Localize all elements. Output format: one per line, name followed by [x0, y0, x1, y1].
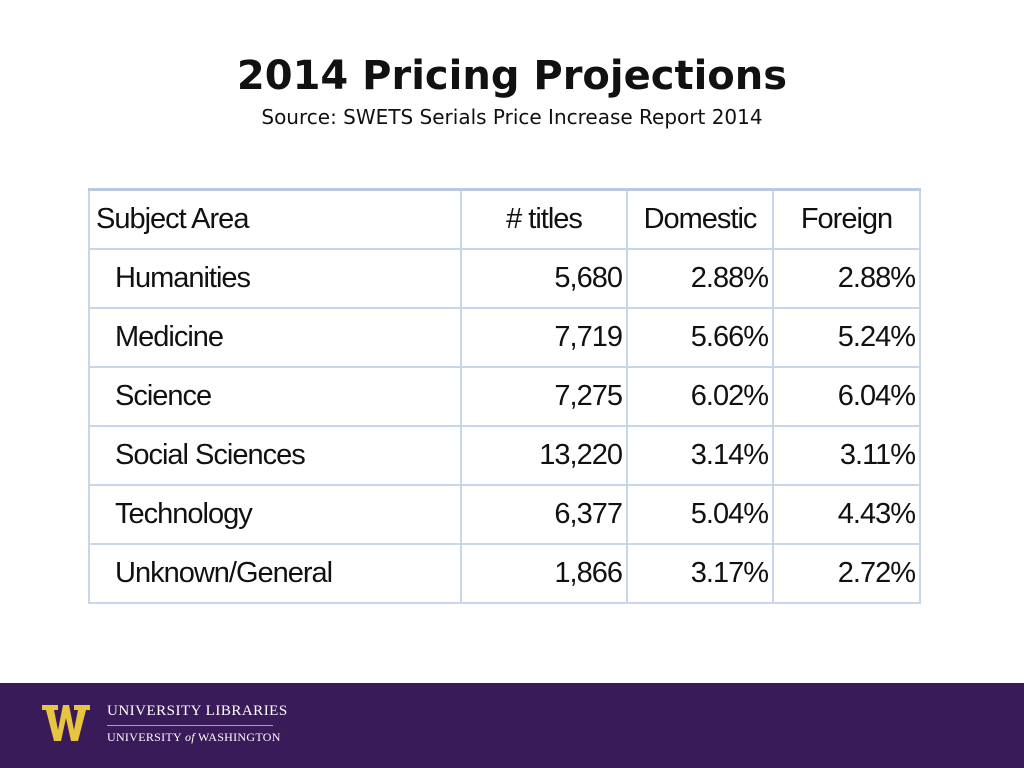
cell-foreign: 2.72% [772, 543, 921, 604]
cell-titles: 13,220 [460, 425, 628, 486]
table-row: Technology 6,377 5.04% 4.43% [88, 484, 921, 545]
cell-domestic: 2.88% [626, 248, 774, 309]
header-foreign: Foreign [772, 188, 921, 250]
pricing-table: Subject Area # titles Domestic Foreign H… [88, 188, 921, 604]
cell-foreign: 4.43% [772, 484, 921, 545]
header-domestic: Domestic [626, 188, 774, 250]
header-titles: # titles [460, 188, 628, 250]
slide-subtitle: Source: SWETS Serials Price Increase Rep… [261, 105, 763, 129]
cell-subject: Humanities [88, 248, 462, 309]
cell-domestic: 5.04% [626, 484, 774, 545]
table-row: Social Sciences 13,220 3.14% 3.11% [88, 425, 921, 486]
cell-titles: 7,719 [460, 307, 628, 368]
cell-domestic: 6.02% [626, 366, 774, 427]
table-row: Medicine 7,719 5.66% 5.24% [88, 307, 921, 368]
uw-text-university: UNIVERSITY [107, 730, 182, 744]
footer-bar: UNIVERSITY LIBRARIES UNIVERSITY of WASHING… [0, 683, 1024, 768]
cell-subject: Social Sciences [88, 425, 462, 486]
cell-titles: 5,680 [460, 248, 628, 309]
uw-w-logo-icon [42, 705, 90, 741]
footer-divider [107, 725, 273, 726]
cell-foreign: 2.88% [772, 248, 921, 309]
cell-titles: 7,275 [460, 366, 628, 427]
table-header-row: Subject Area # titles Domestic Foreign [88, 188, 921, 250]
university-of-washington-label: UNIVERSITY of WASHINGTON [107, 730, 281, 745]
cell-subject: Medicine [88, 307, 462, 368]
cell-domestic: 3.17% [626, 543, 774, 604]
cell-subject: Unknown/General [88, 543, 462, 604]
cell-foreign: 5.24% [772, 307, 921, 368]
header-subject-area: Subject Area [88, 188, 462, 250]
cell-foreign: 3.11% [772, 425, 921, 486]
university-libraries-label: UNIVERSITY LIBRARIES [107, 703, 288, 719]
cell-domestic: 5.66% [626, 307, 774, 368]
cell-foreign: 6.04% [772, 366, 921, 427]
uw-text-washington: WASHINGTON [197, 730, 281, 744]
table-row: Science 7,275 6.02% 6.04% [88, 366, 921, 427]
cell-titles: 6,377 [460, 484, 628, 545]
slide-title: 2014 Pricing Projections [236, 53, 788, 99]
cell-titles: 1,866 [460, 543, 628, 604]
table-row: Humanities 5,680 2.88% 2.88% [88, 248, 921, 309]
cell-domestic: 3.14% [626, 425, 774, 486]
cell-subject: Technology [88, 484, 462, 545]
uw-text-of: of [185, 730, 195, 744]
pricing-table-container: Subject Area # titles Domestic Foreign H… [88, 188, 921, 606]
cell-subject: Science [88, 366, 462, 427]
table-row: Unknown/General 1,866 3.17% 2.72% [88, 543, 921, 604]
